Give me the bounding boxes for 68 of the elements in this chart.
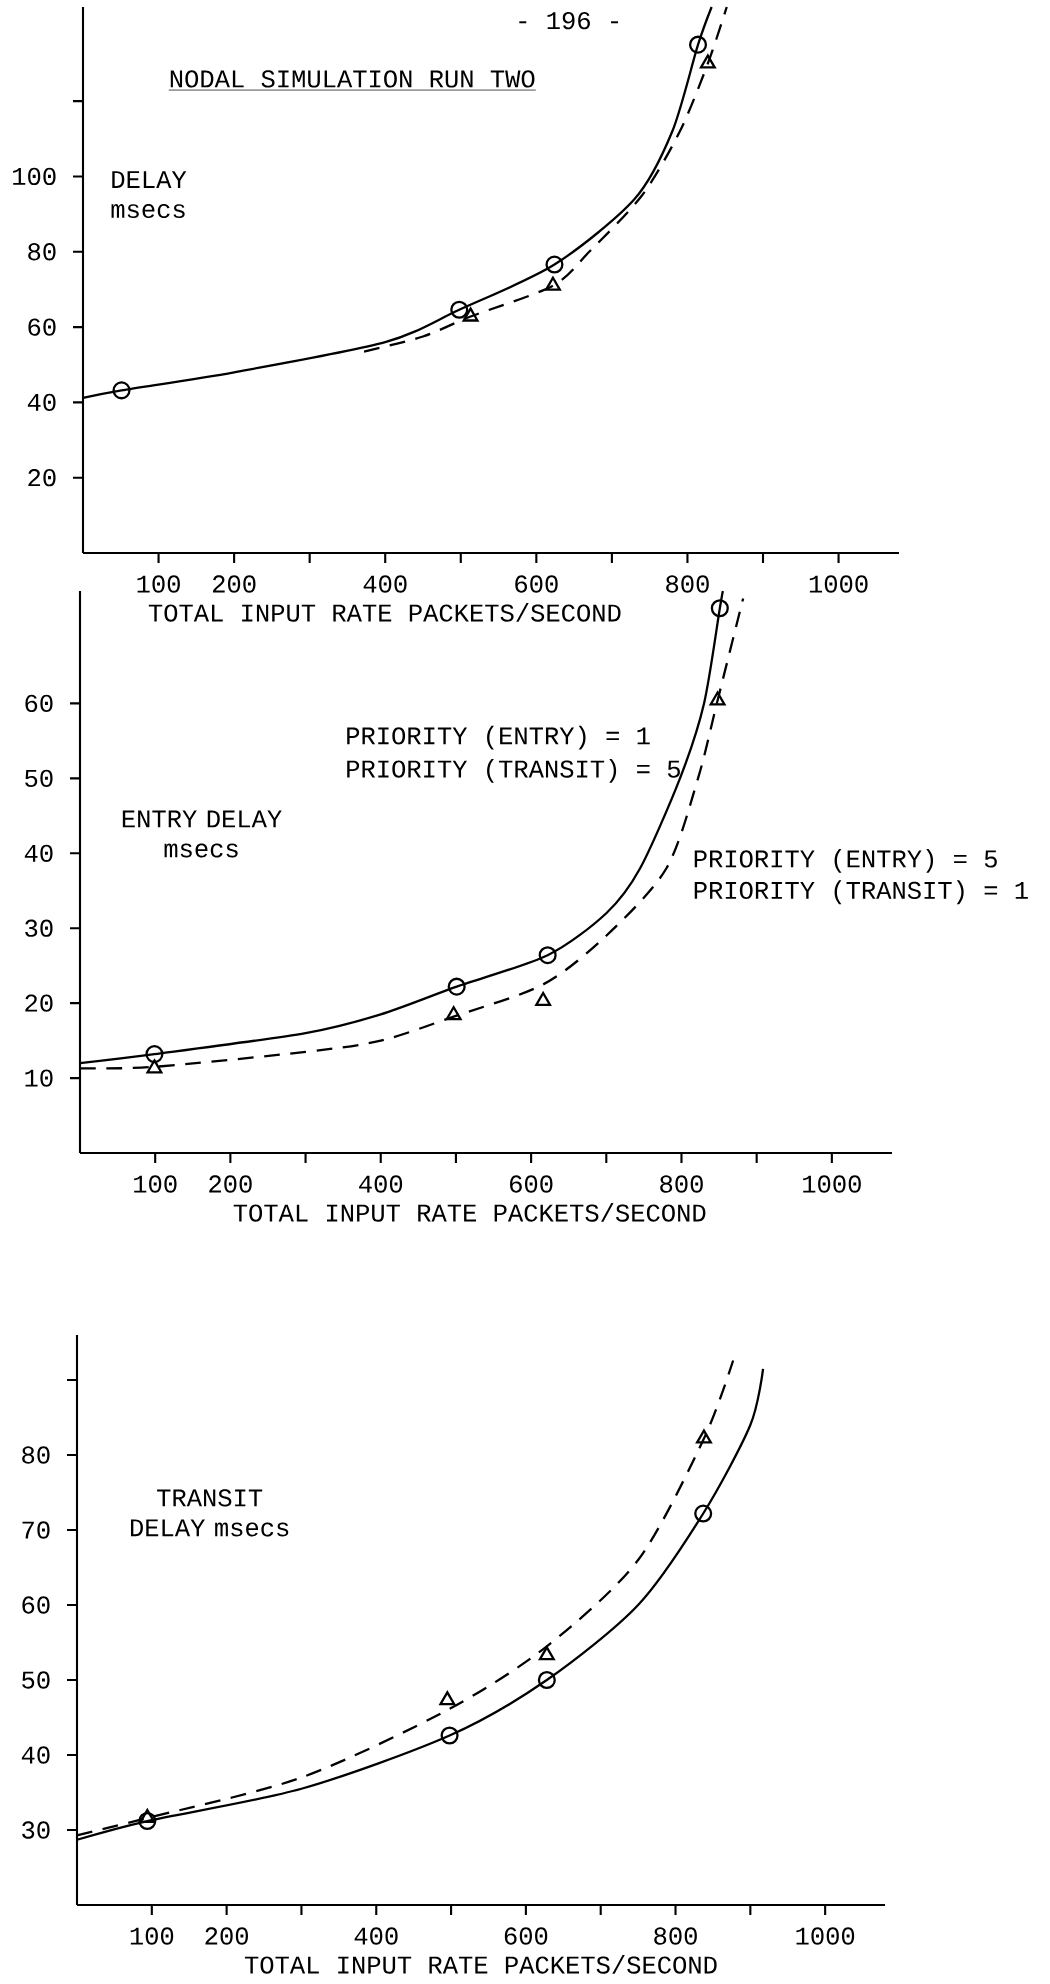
- x-tick-label: 100: [137, 575, 180, 593]
- x-tick-label: 600: [510, 1175, 553, 1193]
- y-tick-label: 70: [22, 1521, 50, 1539]
- y-tick-label: 10: [25, 1069, 53, 1087]
- annotation: PRIORITY (ENTRY) = 5: [694, 848, 997, 873]
- point: [688, 35, 708, 54]
- point: [447, 977, 466, 996]
- x-axis-title: TOTAL INPUT RATE PACKETS/SECOND: [233, 1202, 706, 1222]
- point: [439, 1691, 456, 1706]
- x-axis-title: TOTAL INPUT RATE PACKETS/SECOND: [148, 602, 621, 622]
- x-tick-label: 1000: [796, 1927, 855, 1945]
- y-tick-label: 20: [25, 994, 53, 1012]
- x-tick-label: 100: [130, 1927, 174, 1945]
- x-tick-label: 600: [515, 575, 558, 593]
- point: [138, 1811, 157, 1831]
- y-tick-label: 60: [28, 318, 56, 336]
- point: [545, 255, 564, 274]
- point: [694, 1504, 713, 1523]
- y-tick-label: 80: [22, 1446, 50, 1464]
- x-tick-label: 200: [205, 1927, 248, 1945]
- point: [695, 1429, 712, 1444]
- point: [145, 1045, 164, 1064]
- x-tick-label: 1000: [809, 575, 868, 593]
- y-axis-title: TRANSIT DELAY msecs: [130, 1489, 289, 1537]
- point: [538, 946, 557, 965]
- point: [146, 1059, 163, 1074]
- point: [112, 381, 131, 400]
- x-tick-label: 200: [212, 575, 256, 593]
- y-tick-label: 30: [25, 919, 53, 937]
- annotation: PRIORITY (TRANSIT) = 5: [347, 758, 680, 783]
- annotation: PRIORITY (TRANSIT) = 1: [694, 880, 1028, 905]
- x-tick-label: 800: [654, 1927, 697, 1945]
- point: [440, 1726, 459, 1745]
- y-tick-label: 20: [28, 469, 56, 487]
- x-tick-label: 800: [666, 575, 709, 593]
- y-tick-label: 40: [21, 1746, 50, 1764]
- point: [538, 1646, 555, 1661]
- y-axis-title: ENTRY DELAY msecs: [122, 810, 282, 858]
- y-tick-label: 40: [24, 844, 53, 862]
- y-tick-label: 80: [28, 243, 56, 261]
- point: [544, 276, 561, 291]
- point: [535, 991, 552, 1006]
- y-tick-label: 60: [22, 1596, 50, 1614]
- point: [699, 54, 716, 69]
- annotation: - 196 -: [519, 12, 618, 30]
- point: [537, 1670, 556, 1690]
- text: NODAL SIMULATION RUN TWO: [170, 70, 535, 88]
- annotation: PRIORITY (ENTRY) = 1: [347, 725, 650, 750]
- x-axis-title: TOTAL INPUT RATE PACKETS/SECOND: [244, 1954, 717, 1974]
- y-tick-label: 100: [13, 167, 56, 186]
- x-tick-label: 400: [354, 1927, 398, 1945]
- y-tick-label: 30: [22, 1821, 50, 1839]
- y-tick-label: 50: [25, 769, 53, 787]
- y-tick-label: 40: [27, 393, 56, 412]
- y-tick-label: 50: [22, 1671, 50, 1689]
- point: [445, 1006, 462, 1021]
- x-tick-label: 400: [359, 1175, 403, 1193]
- x-tick-label: 1000: [803, 1175, 861, 1193]
- x-tick-label: 400: [363, 575, 407, 593]
- point: [709, 691, 726, 706]
- point: [139, 1808, 156, 1824]
- point: [710, 599, 729, 618]
- x-tick-label: 800: [660, 1175, 703, 1193]
- x-tick-label: 200: [209, 1175, 252, 1193]
- x-tick-label: 100: [134, 1175, 177, 1193]
- y-tick-label: 60: [25, 694, 53, 713]
- x-tick-label: 600: [504, 1927, 548, 1945]
- y-axis-title: DELAY msecs: [111, 171, 187, 219]
